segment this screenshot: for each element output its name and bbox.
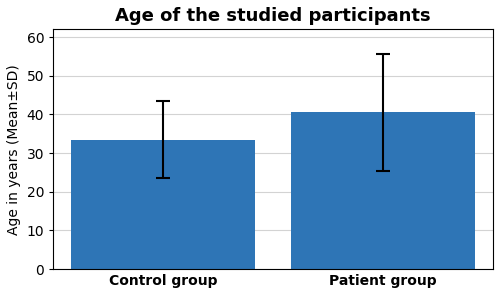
Bar bbox=[292, 112, 474, 269]
Title: Age of the studied participants: Age of the studied participants bbox=[116, 7, 431, 25]
Y-axis label: Age in years (Mean±SD): Age in years (Mean±SD) bbox=[7, 64, 21, 235]
Bar bbox=[72, 140, 255, 269]
